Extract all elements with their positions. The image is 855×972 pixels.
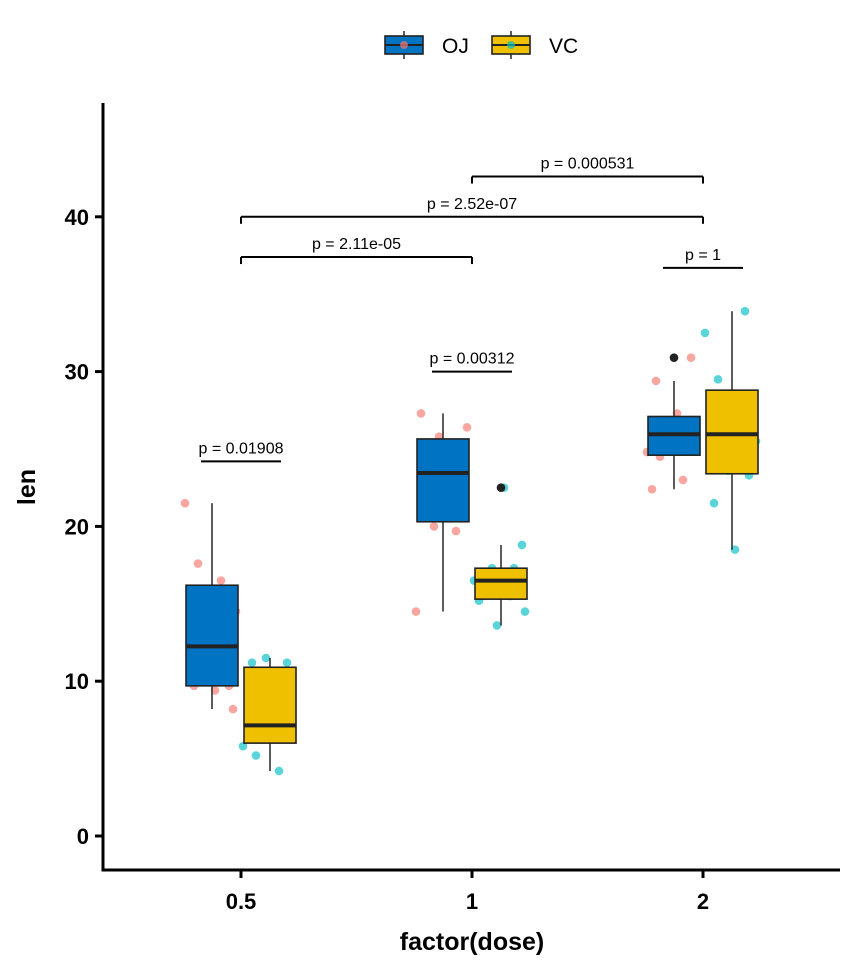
y-axis-title: len (13, 469, 41, 505)
data-point-vc-0.5-0 (261, 653, 271, 663)
legend-label-oj: OJ (442, 35, 469, 58)
data-point-vc-0.5-8 (251, 751, 261, 760)
data-point-oj-0.5-8 (210, 686, 220, 695)
data-point-vc-2-1 (700, 328, 710, 338)
box-vc-0.5 (243, 666, 297, 744)
legend-point-oj (400, 41, 408, 49)
plot-area (180, 306, 761, 776)
p-value-label-4: p = 2.52e-07 (427, 196, 517, 213)
data-point-vc-2-0 (740, 306, 750, 316)
data-point-vc-1-1 (517, 540, 527, 550)
x-axis-title: factor(dose) (400, 928, 544, 956)
box-vc-2 (705, 389, 759, 475)
data-point-vc-1-8 (520, 607, 530, 616)
data-point-oj-2-0 (686, 353, 696, 362)
data-point-vc-0.5-7 (238, 741, 248, 751)
box-oj-1 (416, 438, 470, 523)
p-value-label-0: p = 0.01908 (199, 440, 284, 457)
outlier-vc-1-0 (496, 483, 506, 493)
data-point-oj-0.5-2 (216, 576, 226, 585)
data-point-vc-0.5-1 (282, 658, 292, 667)
y-tick-label-30: 30 (65, 360, 89, 385)
data-point-vc-2-9 (730, 545, 740, 554)
data-point-oj-0.5-0 (180, 498, 190, 508)
y-tick-label-40: 40 (65, 205, 89, 230)
y-tick-label-10: 10 (65, 669, 89, 694)
p-value-label-3: p = 2.11e-05 (312, 236, 401, 253)
data-point-oj-2-9 (647, 484, 657, 494)
data-point-vc-2-2 (713, 375, 723, 384)
data-point-oj-1-8 (451, 526, 461, 536)
data-point-oj-1-7 (429, 522, 439, 531)
p-value-label-2: p = 1 (685, 247, 721, 264)
data-point-oj-2-8 (678, 475, 688, 485)
data-point-oj-2-2 (672, 409, 682, 418)
box-vc-1 (474, 567, 528, 600)
legend: OJ VC (384, 31, 578, 59)
p-value-annotations: p = 0.01908 p = 0.00312 p = 1 p = 2.11e-05 p… (199, 156, 743, 463)
box-oj-0.5 (185, 584, 239, 687)
p-value-label-1: p = 0.00312 (430, 351, 515, 368)
data-point-vc-0.5-2 (247, 658, 257, 667)
x-tick-label-1: 1 (466, 889, 478, 914)
outlier-oj-2-0 (669, 353, 679, 362)
x-tick-label-2: 2 (697, 889, 709, 914)
legend-label-vc: VC (549, 35, 578, 58)
x-tick-label-0.5: 0.5 (226, 889, 257, 914)
data-point-oj-1-1 (462, 423, 472, 432)
legend-point-vc (507, 41, 515, 49)
y-tick-label-20: 20 (65, 514, 89, 539)
data-point-oj-1-9 (411, 607, 421, 616)
data-point-oj-0.5-9 (228, 704, 238, 714)
p-value-label-5: p = 0.000531 (541, 156, 635, 173)
data-point-vc-0.5-9 (274, 766, 284, 776)
y-tick-label-0: 0 (77, 824, 89, 849)
data-point-oj-1-0 (416, 409, 426, 418)
data-point-oj-2-1 (651, 376, 661, 386)
data-point-oj-0.5-1 (193, 559, 203, 568)
axes: 0 10 20 30 40 0.5 1 2 (65, 103, 840, 914)
data-point-vc-1-9 (492, 621, 502, 630)
data-point-vc-2-8 (709, 498, 719, 508)
